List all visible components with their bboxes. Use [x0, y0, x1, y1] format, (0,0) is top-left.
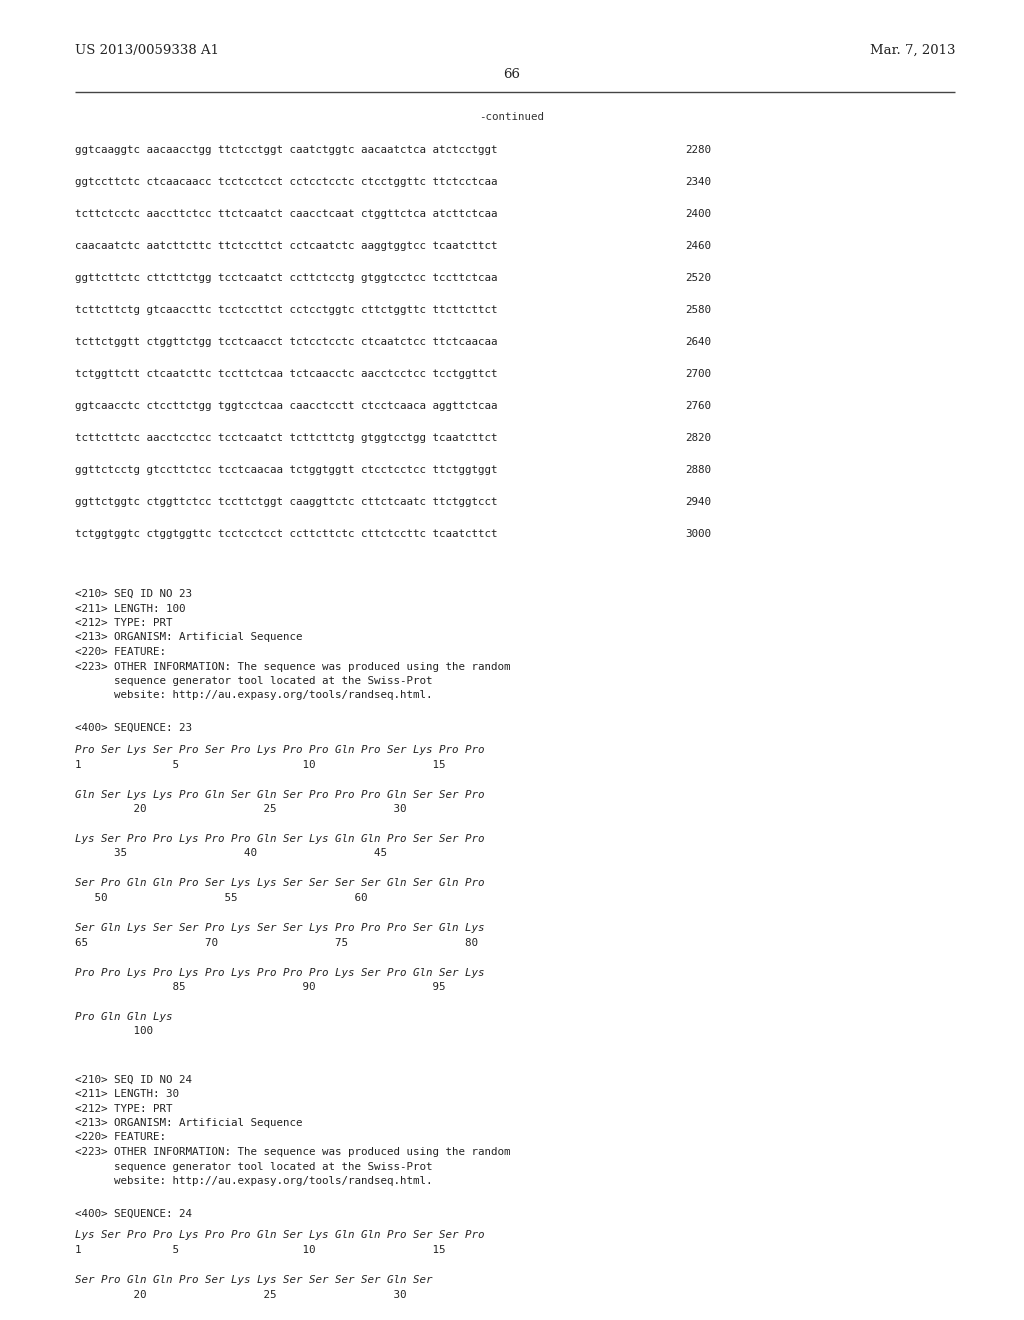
- Text: Lys Ser Pro Pro Lys Pro Pro Gln Ser Lys Gln Gln Pro Ser Ser Pro: Lys Ser Pro Pro Lys Pro Pro Gln Ser Lys …: [75, 1230, 484, 1241]
- Text: <210> SEQ ID NO 24: <210> SEQ ID NO 24: [75, 1074, 193, 1085]
- Text: 20                  25                  30: 20 25 30: [75, 1290, 407, 1299]
- Text: 65                  70                  75                  80: 65 70 75 80: [75, 937, 478, 948]
- Text: 85                  90                  95: 85 90 95: [75, 982, 445, 993]
- Text: <400> SEQUENCE: 23: <400> SEQUENCE: 23: [75, 723, 193, 733]
- Text: 50                  55                  60: 50 55 60: [75, 894, 368, 903]
- Text: 2760: 2760: [685, 401, 711, 411]
- Text: <211> LENGTH: 30: <211> LENGTH: 30: [75, 1089, 179, 1100]
- Text: Ser Gln Lys Ser Ser Pro Lys Ser Ser Lys Pro Pro Pro Ser Gln Lys: Ser Gln Lys Ser Ser Pro Lys Ser Ser Lys …: [75, 923, 484, 933]
- Text: 2460: 2460: [685, 242, 711, 251]
- Text: 2580: 2580: [685, 305, 711, 315]
- Text: <400> SEQUENCE: 24: <400> SEQUENCE: 24: [75, 1209, 193, 1218]
- Text: Pro Pro Lys Pro Lys Pro Lys Pro Pro Pro Lys Ser Pro Gln Ser Lys: Pro Pro Lys Pro Lys Pro Lys Pro Pro Pro …: [75, 968, 484, 978]
- Text: US 2013/0059338 A1: US 2013/0059338 A1: [75, 44, 219, 57]
- Text: 1              5                   10                  15: 1 5 10 15: [75, 759, 445, 770]
- Text: 2520: 2520: [685, 273, 711, 282]
- Text: 1              5                   10                  15: 1 5 10 15: [75, 1245, 445, 1255]
- Text: <210> SEQ ID NO 23: <210> SEQ ID NO 23: [75, 589, 193, 599]
- Text: 2640: 2640: [685, 337, 711, 347]
- Text: 2340: 2340: [685, 177, 711, 187]
- Text: 100: 100: [75, 1027, 153, 1036]
- Text: caacaatctc aatcttcttc ttctccttct cctcaatctc aaggtggtcc tcaatcttct: caacaatctc aatcttcttc ttctccttct cctcaat…: [75, 242, 498, 251]
- Text: <220> FEATURE:: <220> FEATURE:: [75, 647, 166, 657]
- Text: 2940: 2940: [685, 498, 711, 507]
- Text: sequence generator tool located at the Swiss-Prot: sequence generator tool located at the S…: [75, 676, 432, 686]
- Text: 2700: 2700: [685, 370, 711, 379]
- Text: Lys Ser Pro Pro Lys Pro Pro Gln Ser Lys Gln Gln Pro Ser Ser Pro: Lys Ser Pro Pro Lys Pro Pro Gln Ser Lys …: [75, 834, 484, 843]
- Text: <212> TYPE: PRT: <212> TYPE: PRT: [75, 618, 172, 628]
- Text: tctggtggtc ctggtggttc tcctcctcct ccttcttctc cttctccttc tcaatcttct: tctggtggtc ctggtggttc tcctcctcct ccttctt…: [75, 529, 498, 539]
- Text: website: http://au.expasy.org/tools/randseq.html.: website: http://au.expasy.org/tools/rand…: [75, 690, 432, 701]
- Text: <212> TYPE: PRT: <212> TYPE: PRT: [75, 1104, 172, 1114]
- Text: Ser Pro Gln Gln Pro Ser Lys Lys Ser Ser Ser Ser Gln Ser: Ser Pro Gln Gln Pro Ser Lys Lys Ser Ser …: [75, 1275, 432, 1284]
- Text: <213> ORGANISM: Artificial Sequence: <213> ORGANISM: Artificial Sequence: [75, 632, 302, 643]
- Text: 35                  40                  45: 35 40 45: [75, 849, 387, 858]
- Text: <220> FEATURE:: <220> FEATURE:: [75, 1133, 166, 1143]
- Text: ggttctcctg gtccttctcc tcctcaacaa tctggtggtt ctcctcctcc ttctggtggt: ggttctcctg gtccttctcc tcctcaacaa tctggtg…: [75, 465, 498, 475]
- Text: tcttcttctc aacctcctcc tcctcaatct tcttcttctg gtggtcctgg tcaatcttct: tcttcttctc aacctcctcc tcctcaatct tcttctt…: [75, 433, 498, 444]
- Text: Pro Gln Gln Lys: Pro Gln Gln Lys: [75, 1012, 172, 1022]
- Text: 2820: 2820: [685, 433, 711, 444]
- Text: Gln Ser Lys Lys Pro Gln Ser Gln Ser Pro Pro Pro Gln Ser Ser Pro: Gln Ser Lys Lys Pro Gln Ser Gln Ser Pro …: [75, 789, 484, 800]
- Text: tcttctcctc aaccttctcc ttctcaatct caacctcaat ctggttctca atcttctcaa: tcttctcctc aaccttctcc ttctcaatct caacctc…: [75, 209, 498, 219]
- Text: website: http://au.expasy.org/tools/randseq.html.: website: http://au.expasy.org/tools/rand…: [75, 1176, 432, 1185]
- Text: tctggttctt ctcaatcttc tccttctcaa tctcaacctc aacctcctcc tcctggttct: tctggttctt ctcaatcttc tccttctcaa tctcaac…: [75, 370, 498, 379]
- Text: ggtcaaggtc aacaacctgg ttctcctggt caatctggtc aacaatctca atctcctggt: ggtcaaggtc aacaacctgg ttctcctggt caatctg…: [75, 145, 498, 154]
- Text: 3000: 3000: [685, 529, 711, 539]
- Text: ggtcaacctc ctccttctgg tggtcctcaa caacctcctt ctcctcaaca aggttctcaa: ggtcaacctc ctccttctgg tggtcctcaa caacctc…: [75, 401, 498, 411]
- Text: tcttcttctg gtcaaccttc tcctccttct cctcctggtc cttctggttc ttcttcttct: tcttcttctg gtcaaccttc tcctccttct cctcctg…: [75, 305, 498, 315]
- Text: tcttctggtt ctggttctgg tcctcaacct tctcctcctc ctcaatctcc ttctcaacaa: tcttctggtt ctggttctgg tcctcaacct tctcctc…: [75, 337, 498, 347]
- Text: <223> OTHER INFORMATION: The sequence was produced using the random: <223> OTHER INFORMATION: The sequence wa…: [75, 1147, 511, 1158]
- Text: 2280: 2280: [685, 145, 711, 154]
- Text: ggttctggtc ctggttctcc tccttctggt caaggttctc cttctcaatc ttctggtcct: ggttctggtc ctggttctcc tccttctggt caaggtt…: [75, 498, 498, 507]
- Text: Mar. 7, 2013: Mar. 7, 2013: [869, 44, 955, 57]
- Text: sequence generator tool located at the Swiss-Prot: sequence generator tool located at the S…: [75, 1162, 432, 1172]
- Text: <223> OTHER INFORMATION: The sequence was produced using the random: <223> OTHER INFORMATION: The sequence wa…: [75, 661, 511, 672]
- Text: ggtccttctc ctcaacaacc tcctcctcct cctcctcctc ctcctggttc ttctcctcaa: ggtccttctc ctcaacaacc tcctcctcct cctcctc…: [75, 177, 498, 187]
- Text: Ser Pro Gln Gln Pro Ser Lys Lys Ser Ser Ser Ser Gln Ser Gln Pro: Ser Pro Gln Gln Pro Ser Lys Lys Ser Ser …: [75, 879, 484, 888]
- Text: 2400: 2400: [685, 209, 711, 219]
- Text: ggttcttctc cttcttctgg tcctcaatct ccttctcctg gtggtcctcc tccttctcaa: ggttcttctc cttcttctgg tcctcaatct ccttctc…: [75, 273, 498, 282]
- Text: 2880: 2880: [685, 465, 711, 475]
- Text: 20                  25                  30: 20 25 30: [75, 804, 407, 814]
- Text: -continued: -continued: [479, 112, 545, 121]
- Text: <211> LENGTH: 100: <211> LENGTH: 100: [75, 603, 185, 614]
- Text: Pro Ser Lys Ser Pro Ser Pro Lys Pro Pro Gln Pro Ser Lys Pro Pro: Pro Ser Lys Ser Pro Ser Pro Lys Pro Pro …: [75, 744, 484, 755]
- Text: <213> ORGANISM: Artificial Sequence: <213> ORGANISM: Artificial Sequence: [75, 1118, 302, 1129]
- Text: 66: 66: [504, 69, 520, 81]
